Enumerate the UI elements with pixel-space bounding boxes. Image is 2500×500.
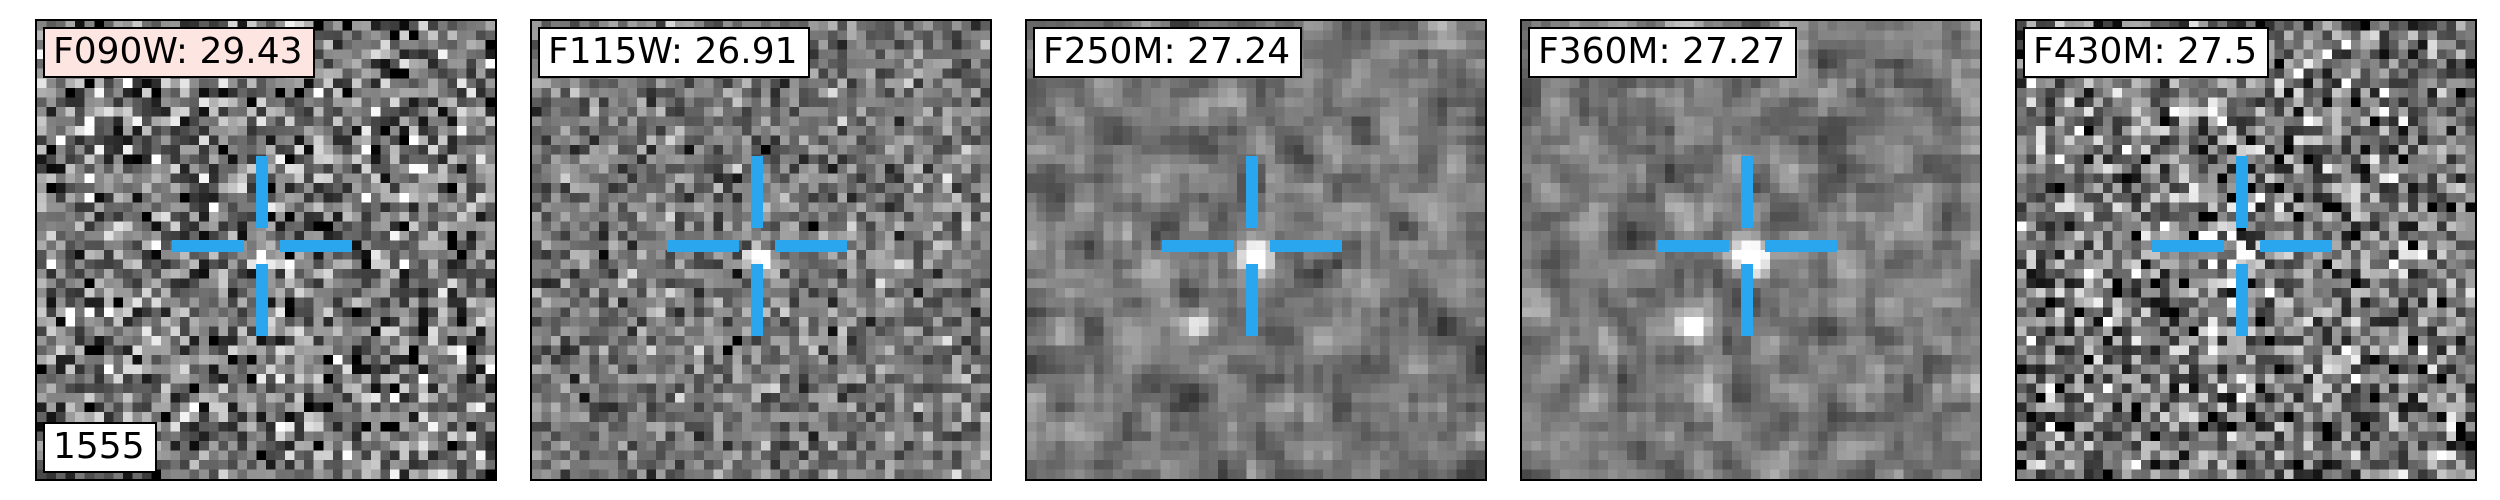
stamp-panel-f090w: F090W: 29.43 1555 (35, 19, 497, 481)
stamp-panel-f360m: F360M: 27.27 (1520, 19, 1982, 481)
filter-magnitude-label: F360M: 27.27 (1528, 27, 1798, 78)
crosshair-segment (2236, 156, 2248, 228)
stamp-image (1027, 21, 1485, 479)
crosshair-marker (172, 156, 352, 336)
filter-magnitude-label: F250M: 27.24 (1033, 27, 1303, 78)
crosshair-segment (1741, 156, 1753, 228)
crosshair-marker (1162, 156, 1342, 336)
crosshair-marker (2152, 156, 2332, 336)
crosshair-segment (256, 156, 268, 228)
crosshair-segment (751, 264, 763, 336)
crosshair-segment (775, 240, 847, 252)
crosshair-segment (1657, 240, 1729, 252)
object-id-label: 1555 (43, 422, 157, 473)
crosshair-segment (1741, 264, 1753, 336)
crosshair-segment (2152, 240, 2224, 252)
crosshair-segment (1162, 240, 1234, 252)
stamp-panel-f115w: F115W: 26.91 (530, 19, 992, 481)
filter-magnitude-label: F090W: 29.43 (43, 27, 315, 78)
crosshair-marker (1657, 156, 1837, 336)
crosshair-segment (256, 264, 268, 336)
stamp-image (2017, 21, 2475, 479)
crosshair-segment (2236, 264, 2248, 336)
crosshair-segment (1246, 264, 1258, 336)
filter-magnitude-label: F115W: 26.91 (538, 27, 810, 78)
crosshair-segment (751, 156, 763, 228)
crosshair-segment (172, 240, 244, 252)
stamp-image (1522, 21, 1980, 479)
crosshair-segment (1270, 240, 1342, 252)
crosshair-marker (667, 156, 847, 336)
stamp-image (532, 21, 990, 479)
crosshair-segment (280, 240, 352, 252)
filter-magnitude-label: F430M: 27.5 (2023, 27, 2270, 78)
crosshair-segment (1765, 240, 1837, 252)
stamp-image (37, 21, 495, 479)
stamp-panel-f250m: F250M: 27.24 (1025, 19, 1487, 481)
crosshair-segment (1246, 156, 1258, 228)
crosshair-segment (2260, 240, 2332, 252)
crosshair-segment (667, 240, 739, 252)
stamp-panel-f430m: F430M: 27.5 (2015, 19, 2477, 481)
